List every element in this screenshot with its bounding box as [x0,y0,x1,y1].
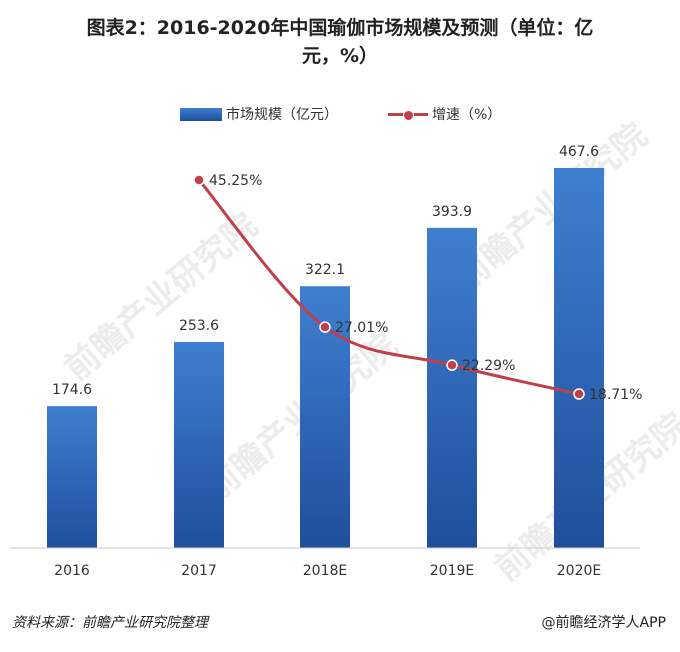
bar-2017 [174,341,224,548]
x-tick-label: 2020E [557,563,601,579]
growth-point-2019E [446,359,458,371]
x-tick-label: 2017 [181,563,217,579]
bar-value-label: 467.6 [559,144,599,160]
x-tick-label: 2016 [54,563,90,579]
growth-value-label: 18.71% [589,387,642,403]
legend-line-swatch [388,108,428,121]
legend-line-label: 增速（%） [432,107,502,123]
legend-item-growth: 增速（%） [388,104,501,124]
bar-2020E [554,168,604,548]
bar-value-label: 393.9 [432,204,472,220]
chart-title-line2: 元，%） [301,45,379,67]
bar-2019E [427,227,477,548]
legend-item-market-size: 市场规模（亿元） [180,104,338,124]
credit-note: @前瞻经济学人APP [541,615,666,631]
bar-value-label: 322.1 [305,262,345,278]
growth-value-label: 45.25% [209,173,262,189]
bar-2016 [47,406,97,548]
bar-value-label: 253.6 [179,318,219,334]
growth-point-2017 [193,174,205,186]
bar-value-label: 174.6 [52,382,92,398]
growth-line [197,179,580,396]
source-note: 资料来源：前瞻产业研究院整理 [12,615,208,631]
growth-value-label: 22.29% [462,358,515,374]
x-tick-label: 2019E [430,563,474,579]
x-tick-label: 2018E [303,563,347,579]
legend: 市场规模（亿元） 增速（%） [0,104,680,124]
chart-title-line1: 图表2：2016-2020年中国瑜伽市场规模及预测（单位：亿 [86,17,594,39]
growth-point-2018E [319,321,331,333]
growth-value-label: 27.01% [335,320,388,336]
chart-title: 图表2：2016-2020年中国瑜伽市场规模及预测（单位：亿 元，%） [0,14,680,70]
legend-bar-label: 市场规模（亿元） [226,107,338,123]
growth-point-2020E [573,388,585,400]
legend-bar-swatch [180,107,222,121]
